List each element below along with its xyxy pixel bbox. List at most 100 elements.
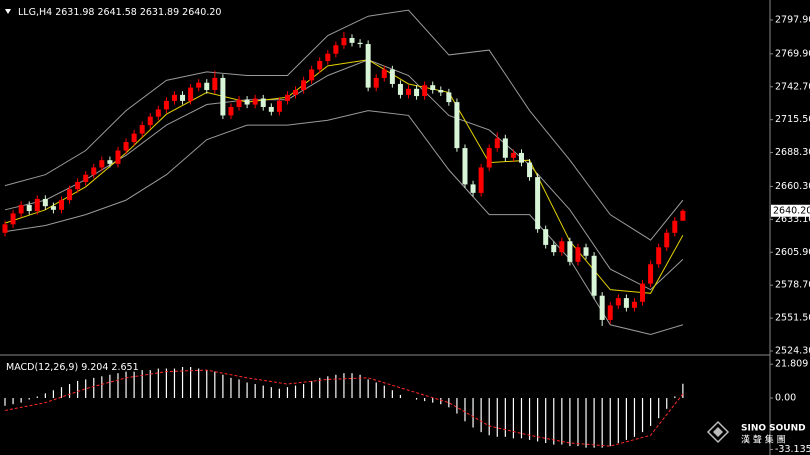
candle-body xyxy=(389,69,395,84)
candle-body xyxy=(446,92,452,103)
candle-body xyxy=(75,181,81,190)
low: 2631.89 xyxy=(140,7,179,18)
candle-body xyxy=(18,204,24,214)
y-tick-label: 2769.90 xyxy=(775,48,810,59)
candle-body xyxy=(115,150,121,164)
close: 2640.20 xyxy=(182,7,221,18)
candle-body xyxy=(34,198,40,212)
candle-body xyxy=(204,82,210,91)
candle-body xyxy=(196,82,202,88)
candle-body xyxy=(268,106,274,112)
candle-body xyxy=(293,90,299,95)
candle-body xyxy=(171,94,177,101)
candle-body xyxy=(83,174,89,182)
logo-core xyxy=(713,427,723,437)
candle-body xyxy=(284,94,290,101)
candle-body xyxy=(325,53,331,61)
candle-body xyxy=(583,247,589,256)
candle-body xyxy=(373,77,379,88)
symbol: LLG,H4 xyxy=(18,7,52,18)
candle-body xyxy=(252,98,258,105)
bollinger-lower xyxy=(4,110,684,335)
y-tick-label: 2715.50 xyxy=(775,114,810,125)
candle-body xyxy=(591,255,597,296)
y-tick-label: 2688.30 xyxy=(775,147,810,158)
candle-body xyxy=(188,87,194,101)
candle-body xyxy=(67,189,73,201)
candle-body xyxy=(502,138,508,158)
candle-body xyxy=(543,229,549,245)
candle-body xyxy=(494,138,500,149)
candle-body xyxy=(470,184,476,193)
candle-body xyxy=(648,264,654,284)
candle-body xyxy=(535,177,541,230)
candle-body xyxy=(406,88,411,95)
candle-body xyxy=(155,109,161,117)
macd-label: MACD(12,26,9) xyxy=(6,362,78,373)
candle-body xyxy=(349,37,355,43)
candle-body xyxy=(107,160,113,164)
macd-tick-label: 0.00 xyxy=(775,393,796,404)
candle-body xyxy=(276,100,282,112)
candle-body xyxy=(180,94,186,101)
candle-body xyxy=(309,69,315,81)
candle-body xyxy=(397,83,403,95)
candle-body xyxy=(147,116,153,126)
candle-body xyxy=(99,160,105,168)
price-label-box xyxy=(771,204,810,217)
price-label: 2640.20 xyxy=(773,205,810,216)
candle-body xyxy=(430,85,436,91)
bollinger-upper xyxy=(4,9,684,241)
y-tick-label: 2578.70 xyxy=(775,280,810,291)
y-tick-label: 2605.90 xyxy=(775,247,810,258)
candle-body xyxy=(123,142,129,151)
open: 2631.98 xyxy=(55,7,94,18)
candle-body xyxy=(664,232,670,248)
candle-body xyxy=(260,98,266,107)
candle-body xyxy=(599,295,605,320)
macd-tick-label: 21.809 xyxy=(775,359,808,370)
y-tick-label: 2524.30 xyxy=(775,346,810,357)
candle-body xyxy=(228,106,234,116)
candle-body xyxy=(91,167,97,175)
candle-body xyxy=(42,198,48,207)
logo-subtext: 漢 聲 集 團 xyxy=(741,434,786,446)
y-tick-label: 2551.50 xyxy=(775,313,810,324)
candle-body xyxy=(26,204,32,212)
candle-body xyxy=(672,220,678,233)
menu-triangle[interactable] xyxy=(5,9,11,14)
candle-body xyxy=(559,241,565,253)
candle-body xyxy=(551,244,557,253)
candle-body xyxy=(381,69,387,78)
candle-body xyxy=(478,167,484,193)
candle-body xyxy=(236,99,242,107)
candle-body xyxy=(58,200,64,210)
logo-diamond xyxy=(706,420,730,444)
candle-body xyxy=(365,44,371,88)
logo xyxy=(706,420,730,444)
candle-body xyxy=(615,298,621,306)
candle-body xyxy=(131,133,137,143)
candle-body xyxy=(438,90,444,93)
candle-body xyxy=(510,152,516,158)
candle-body xyxy=(163,100,169,110)
candle-body xyxy=(244,99,250,105)
moving-average xyxy=(4,59,684,294)
candle-body xyxy=(220,77,226,116)
y-tick-label: 2660.30 xyxy=(775,181,810,192)
candle-body xyxy=(212,77,218,91)
candle-body xyxy=(2,224,8,233)
candle-body xyxy=(341,37,347,46)
candle-body xyxy=(422,85,428,97)
candle-body xyxy=(317,60,323,70)
y-tick-label: 2742.70 xyxy=(775,81,810,92)
macd-value: 9.204 xyxy=(81,362,108,373)
candle-body xyxy=(50,206,56,210)
candle-body xyxy=(462,148,468,185)
signal-value: 2.651 xyxy=(111,362,138,373)
y-tick-label: 2633.10 xyxy=(775,214,810,225)
candle-body xyxy=(680,210,686,221)
candle-body xyxy=(527,162,533,178)
